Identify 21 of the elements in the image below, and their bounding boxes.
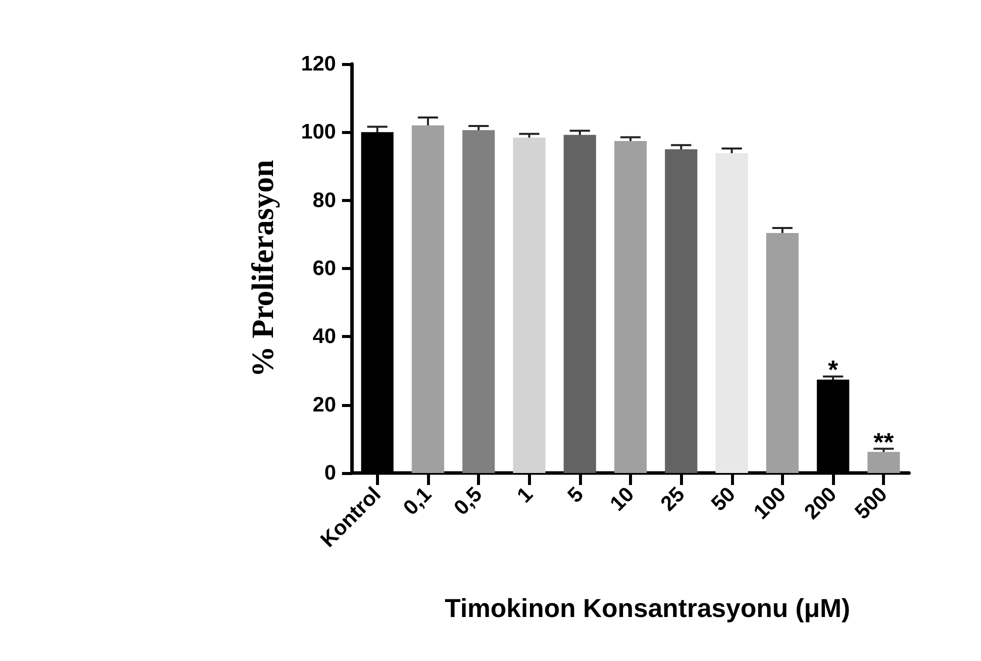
y-tick-label: 20 [312, 393, 336, 416]
y-tick-label: 120 [300, 52, 336, 76]
y-tick-label: 60 [312, 257, 336, 280]
y-tick-label: 0 [324, 462, 336, 484]
y-tick-label: 80 [312, 188, 336, 212]
x-tick-label: 100 [750, 482, 791, 524]
x-tick-label: 0,5 [450, 482, 487, 520]
x-tick-label: 0,1 [399, 482, 436, 520]
x-tick-label: 25 [656, 482, 690, 516]
y-tick-label: 40 [312, 325, 336, 348]
annotation: ** [874, 426, 895, 457]
y-axis-title: % Proliferasyon [245, 160, 280, 378]
x-tick-label: 5 [563, 482, 588, 508]
x-tick-label: 50 [707, 482, 740, 516]
x-tick-label: 500 [850, 482, 892, 524]
annotation: * [828, 354, 839, 385]
x-axis-title: Timokinon Konsantrasyonu (μM) [444, 593, 850, 623]
y-tick-label: 100 [300, 120, 336, 144]
x-tick-label: 1 [512, 482, 538, 508]
x-tick-label: 200 [800, 482, 842, 524]
x-tick-label: 10 [606, 482, 639, 516]
